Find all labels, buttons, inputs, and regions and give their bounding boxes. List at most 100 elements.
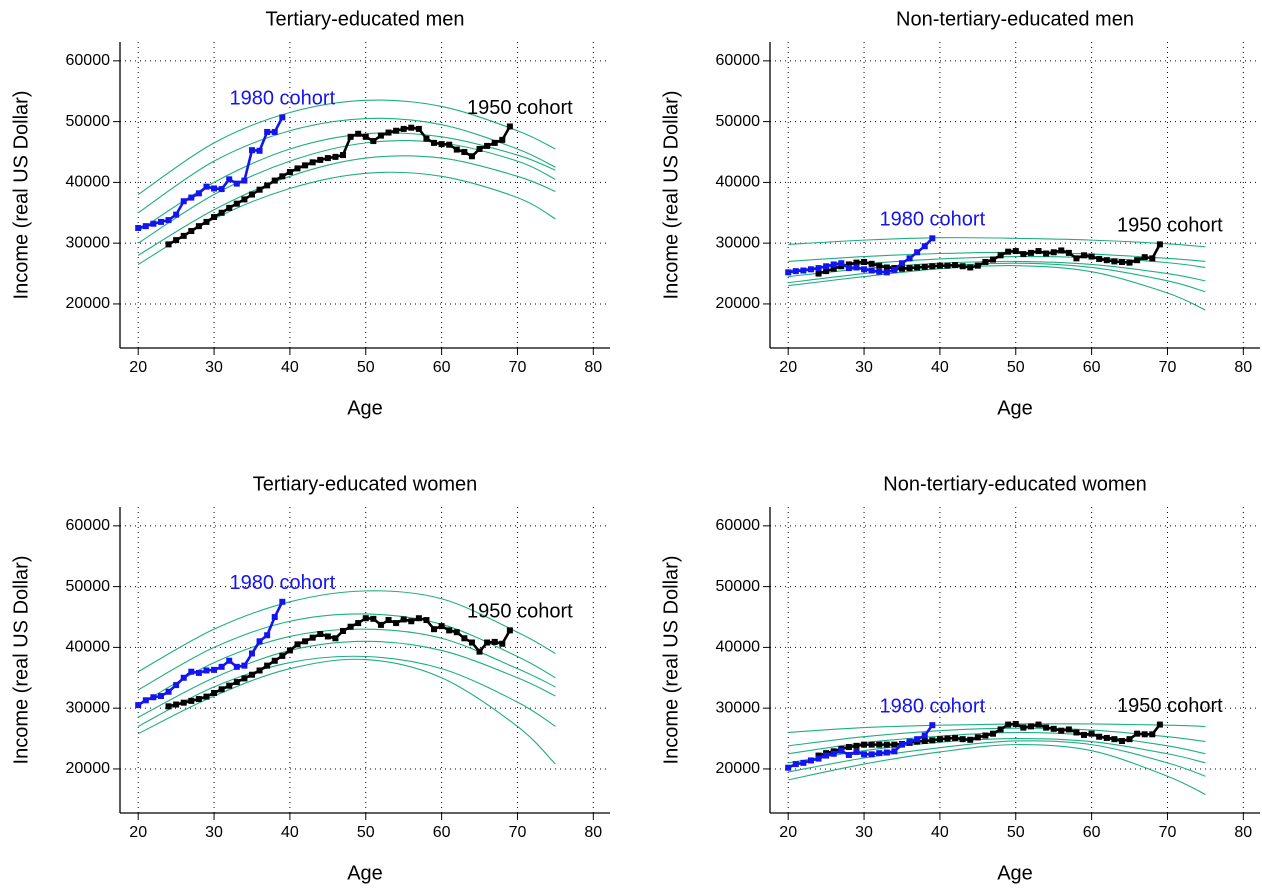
fitted-curve: [788, 740, 1206, 777]
cohort-point: [883, 749, 890, 756]
cohort-point: [415, 125, 422, 132]
cohort-point: [785, 764, 792, 771]
y-tick-label: 40000: [716, 174, 761, 191]
cohort-point: [431, 626, 438, 633]
cohort-point: [248, 671, 255, 678]
cohort-point: [468, 153, 475, 160]
cohort-point: [173, 682, 180, 689]
cohort-point: [1088, 253, 1095, 260]
cohort-point: [898, 260, 905, 267]
cohort-point: [385, 129, 392, 136]
cohort-point: [491, 139, 498, 146]
cohort-point: [1126, 736, 1133, 743]
fitted-curve: [788, 265, 1206, 311]
cohort-point: [785, 269, 792, 276]
cohort-point: [393, 127, 400, 134]
cohort-point: [891, 266, 898, 273]
cohort-point: [347, 623, 354, 630]
cohort-point: [233, 200, 240, 207]
cohort-point: [1156, 241, 1163, 248]
cohort-point: [256, 667, 263, 674]
cohort-point: [861, 741, 868, 748]
cohort-point: [876, 268, 883, 275]
cohort-point: [256, 638, 263, 645]
cohort-point: [362, 615, 369, 622]
cohort-point: [838, 260, 845, 267]
cohort-point: [929, 722, 936, 729]
cohort-label: 1950 cohort: [1117, 215, 1223, 237]
x-tick-label: 30: [205, 359, 223, 376]
cohort-point: [150, 220, 157, 227]
cohort-point: [929, 263, 936, 270]
cohort-point: [446, 141, 453, 148]
fitted-curve: [137, 628, 556, 706]
fitted-curve: [137, 99, 556, 195]
cohort-point: [506, 123, 513, 130]
cohort-point: [1020, 251, 1027, 258]
cohort-point: [484, 639, 491, 646]
fitted-curve: [137, 655, 556, 727]
cohort-point: [944, 735, 951, 742]
cohort-point: [415, 615, 422, 622]
cohort-point: [355, 130, 362, 137]
cohort-point: [256, 147, 263, 154]
x-tick-label: 40: [281, 824, 299, 841]
cohort-point: [997, 252, 1004, 259]
fitted-curve: [137, 613, 556, 691]
cohort-point: [967, 736, 974, 743]
cohort-point: [1027, 249, 1034, 256]
y-tick-label: 60000: [716, 517, 761, 534]
cohort-point: [400, 125, 407, 132]
y-tick-label: 20000: [66, 760, 111, 777]
cohort-point: [838, 747, 845, 754]
panel: Tertiary-educated women Age Income (real U…: [10, 473, 610, 884]
fitted-curve: [137, 590, 556, 673]
cohort-point: [157, 693, 164, 700]
cohort-point: [203, 183, 210, 190]
x-axis-label: Age: [997, 862, 1033, 884]
cohort-point: [476, 145, 483, 152]
cohort-point: [914, 736, 921, 743]
x-tick-label: 70: [1159, 824, 1177, 841]
cohort-point: [499, 136, 506, 143]
cohort-point: [868, 267, 875, 274]
cohort-point: [248, 191, 255, 198]
cohort-point: [317, 631, 324, 638]
x-tick-label: 80: [584, 824, 602, 841]
cohort-point: [165, 688, 172, 695]
cohort-point: [173, 211, 180, 218]
cohort-point: [188, 697, 195, 704]
fitted-curve: [788, 262, 1206, 293]
cohort-point: [845, 265, 852, 272]
x-axis-label: Age: [347, 862, 383, 884]
panel-title: Tertiary-educated women: [253, 473, 478, 495]
cohort-point: [921, 737, 928, 744]
cohort-point: [1081, 731, 1088, 738]
cohort-point: [1126, 259, 1133, 266]
cohort-point: [203, 667, 210, 674]
cohort-point: [461, 635, 468, 642]
cohort-point: [921, 732, 928, 739]
cohort-point: [188, 228, 195, 235]
cohort-point: [385, 617, 392, 624]
y-tick-label: 60000: [66, 52, 111, 69]
x-tick-label: 80: [1234, 824, 1252, 841]
cohort-point: [302, 162, 309, 169]
x-tick-label: 50: [357, 824, 375, 841]
x-tick-label: 50: [1007, 359, 1025, 376]
y-tick-label: 20000: [716, 295, 761, 312]
cohort-point: [1149, 255, 1156, 262]
cohort-point: [408, 618, 415, 625]
cohort-point: [195, 696, 202, 703]
fitted-curve: [788, 744, 1206, 795]
x-tick-label: 60: [1083, 824, 1101, 841]
cohort-point: [1050, 725, 1057, 732]
cohort-point: [142, 223, 149, 230]
cohort-point: [876, 750, 883, 757]
x-tick-label: 60: [1083, 359, 1101, 376]
cohort-point: [1073, 729, 1080, 736]
cohort-point: [484, 142, 491, 149]
y-axis-label: Income (real US Dollar): [10, 91, 32, 300]
cohort-point: [898, 741, 905, 748]
cohort-label: 1980 cohort: [230, 572, 336, 594]
